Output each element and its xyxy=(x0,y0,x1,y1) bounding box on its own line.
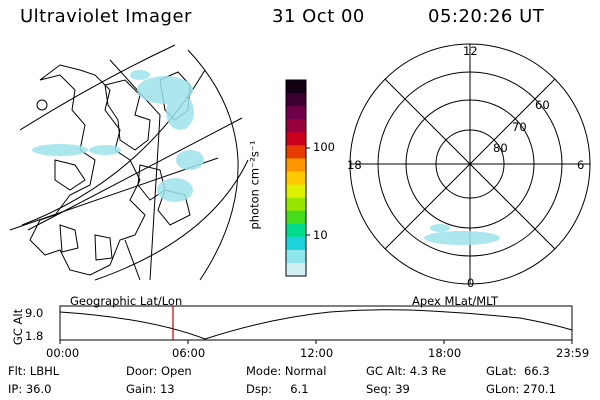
info-gain: Gain: 13 xyxy=(126,382,175,396)
colorbar-band xyxy=(286,171,306,186)
observation-date: 31 Oct 00 xyxy=(272,6,365,27)
timeline-y-tick-top: 9.0 xyxy=(25,306,44,320)
coastline xyxy=(54,159,86,191)
colorbar-band xyxy=(286,236,306,251)
lat-label-60: 60 xyxy=(535,98,550,112)
meridian-line xyxy=(384,78,556,250)
coastline xyxy=(104,79,151,151)
info-dsp: Dsp: 6.1 xyxy=(246,382,309,396)
colorbar-band xyxy=(286,249,306,264)
lat-label-80: 80 xyxy=(493,141,508,155)
timeline-x-tick-2: 12:00 xyxy=(300,346,334,360)
lat-label-70: 70 xyxy=(512,120,527,134)
colorbar-band xyxy=(286,262,306,277)
coastline xyxy=(36,99,48,111)
lat-arc xyxy=(19,44,176,131)
mlt-label-18: 18 xyxy=(347,158,362,172)
timeline-x-tick-1: 06:00 xyxy=(172,346,206,360)
timeline-frame xyxy=(59,305,573,341)
coastline xyxy=(137,164,166,201)
info-ip: IP: 36.0 xyxy=(8,382,52,396)
colorbar-band xyxy=(286,223,306,238)
coastline xyxy=(59,224,79,253)
coastline xyxy=(94,234,113,261)
colorbar-band xyxy=(286,80,306,94)
info-door: Door: Open xyxy=(126,364,192,378)
info-filter: Flt: LBHL xyxy=(8,364,60,378)
mlt-label-6: 6 xyxy=(577,158,585,172)
timeline-x-tick-0: 00:00 xyxy=(46,346,80,360)
timeline-x-tick-3: 18:00 xyxy=(428,346,462,360)
colorbar-gradient xyxy=(286,80,306,277)
instrument-title: Ultraviolet Imager xyxy=(20,6,192,27)
colorbar-band xyxy=(286,93,306,107)
colorbar-band xyxy=(286,158,306,172)
info-seq: Seq: 39 xyxy=(366,382,410,396)
observation-time: 05:20:26 UT xyxy=(428,6,545,27)
colorbar-band xyxy=(286,184,306,199)
colorbar-tick-100: 100 xyxy=(313,140,335,154)
lon-line xyxy=(124,239,141,281)
timeline-left-title: Geographic Lat/Lon xyxy=(70,294,183,308)
colorbar-band xyxy=(286,197,306,212)
lon-line xyxy=(109,59,161,281)
lat-arc xyxy=(187,49,239,281)
aurora-emission xyxy=(32,70,204,202)
timeline-x-tick-4: 23:59 xyxy=(556,346,590,360)
timeline-y-tick-bottom: 1.8 xyxy=(25,329,44,343)
colorbar-band xyxy=(286,210,306,225)
info-mode: Mode: Normal xyxy=(246,364,327,378)
altitude-curve xyxy=(59,309,573,340)
info-gc-alt: GC Alt: 4.3 Re xyxy=(366,364,447,378)
colorbar-band xyxy=(286,132,306,146)
timeline-ticks xyxy=(59,340,573,344)
colorbar-band xyxy=(286,119,306,133)
timeline-right-title: Apex MLat/MLT xyxy=(412,294,499,308)
aurora-oval xyxy=(424,224,500,245)
colorbar-tick-10: 10 xyxy=(313,228,328,242)
colorbar-band xyxy=(286,106,306,120)
mlt-label-0: 0 xyxy=(467,276,475,290)
colorbar-band xyxy=(286,145,306,159)
info-glon: GLon: 270.1 xyxy=(486,382,556,396)
info-glat: GLat: 66.3 xyxy=(486,364,550,378)
mlt-label-12: 12 xyxy=(463,44,478,58)
